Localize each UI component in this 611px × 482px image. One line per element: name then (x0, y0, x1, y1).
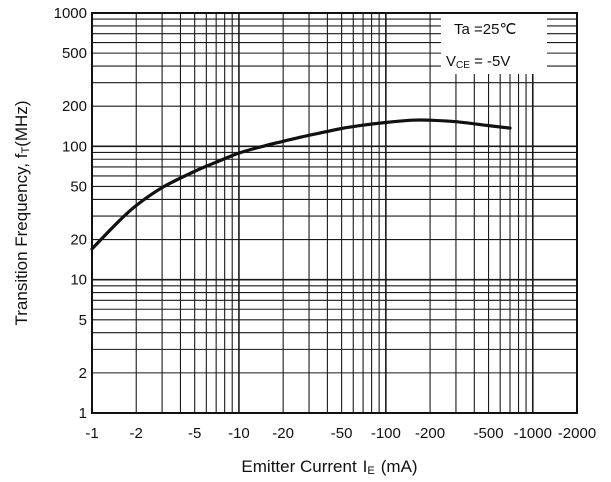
x-tick-label: -5 (188, 425, 201, 442)
x-tick-labels: -1 -2 -5 -10 -20 -50 -100 -200 -500 -1000 -2000 (85, 425, 596, 442)
plot-frame (91, 12, 578, 414)
x-tick-label: -2 (130, 425, 143, 442)
temperature-condition: Ta =25℃ (454, 21, 516, 38)
transition-frequency-curve (90, 118, 512, 251)
x-tick-label: -200 (415, 425, 445, 442)
y-tick-label: 100 (62, 138, 87, 155)
y-tick-label: 1 (79, 405, 87, 422)
x-tick-label: -20 (272, 425, 294, 442)
x-tick-label: -100 (371, 425, 401, 442)
y-tick-label: 2 (79, 365, 87, 382)
x-axis-title: Emitter Current IE (mA) (241, 457, 417, 477)
x-tick-label: -500 (474, 425, 504, 442)
y-tick-label: 50 (70, 178, 87, 195)
y-tick-label: 20 (70, 232, 87, 249)
x-tick-label: -50 (331, 425, 353, 442)
y-tick-label: 5 (79, 312, 87, 329)
plot-border (91, 12, 578, 414)
series-layer (90, 118, 512, 251)
x-tick-label: -1000 (514, 425, 552, 442)
y-tick-labels: 1 2 5 10 20 50 100 200 500 1000 (54, 5, 87, 422)
conditions-box: Ta =25℃ VCE = -5V (441, 14, 547, 74)
y-tick-label: 200 (62, 98, 87, 115)
x-tick-label: -10 (228, 425, 250, 442)
y-tick-label: 500 (62, 45, 87, 62)
y-axis-title: Transition Frequency, fT(MHz) (12, 101, 32, 326)
x-tick-label: -2000 (558, 425, 596, 442)
y-tick-label: 1000 (54, 5, 87, 22)
conditions-background (441, 14, 547, 74)
x-tick-label: -1 (85, 425, 98, 442)
grid (91, 12, 578, 414)
y-tick-label: 10 (70, 272, 87, 289)
voltage-condition: VCE = -5V (446, 53, 510, 71)
